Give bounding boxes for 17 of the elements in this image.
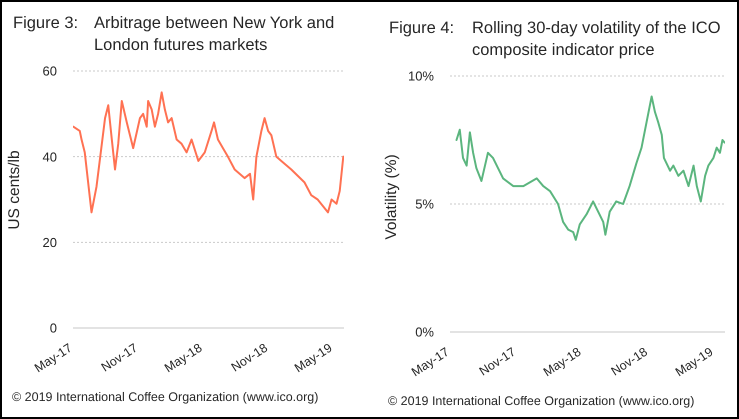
chart-subtitle: Rolling 30-day volatility of the ICO composite indicator price (472, 18, 722, 60)
y-axis-title: Volatility (%) (383, 154, 401, 240)
chart-title: Figure 4: (389, 18, 454, 39)
line-series (73, 91, 344, 214)
y-tick-label: 60 (42, 64, 57, 79)
y-tick-label: 10% (408, 68, 434, 84)
y-tick-label: 20 (42, 234, 57, 250)
y-tick-label: 0% (415, 324, 434, 340)
y-tick-label: 5% (415, 196, 434, 212)
line-series (456, 95, 725, 241)
text: © 2019 International Coffee Organization (www.ico.org) (12, 390, 318, 404)
y-tick-label: 0 (50, 320, 57, 336)
y-axis-title: US cents/lb (6, 150, 24, 230)
chart-title: Figure 3: (13, 13, 78, 34)
y-tick-label: 40 (42, 149, 57, 164)
chart-subtitle: Arbitrage between New York and London futures markets (94, 13, 336, 56)
text: © 2019 International Coffee Organization (www.ico.org) (388, 394, 694, 408)
